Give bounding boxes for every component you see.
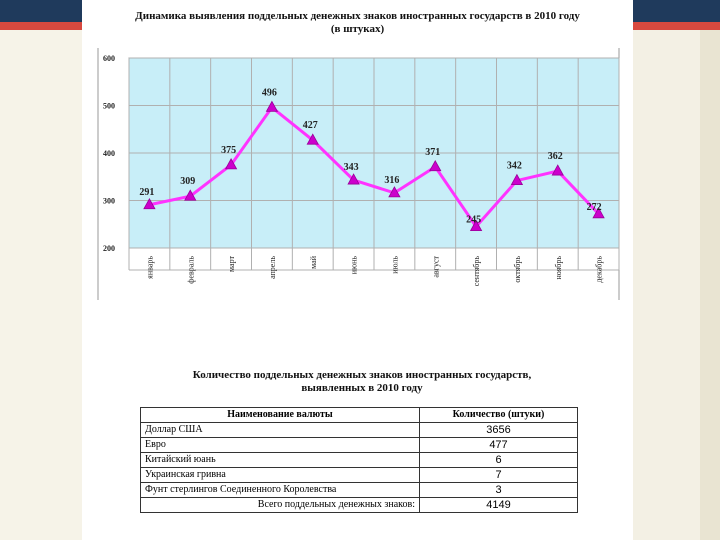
- currency-name: Евро: [140, 437, 420, 453]
- y-tick-label: 200: [103, 244, 115, 253]
- table-row: Китайский юань 6: [140, 452, 578, 468]
- currency-qty: 6: [419, 452, 578, 468]
- data-label: 309: [180, 176, 195, 187]
- slide-header-bar-left: [0, 0, 82, 22]
- chart-title-line2: (в штуках): [330, 23, 385, 35]
- x-tick-label: июль: [390, 256, 399, 274]
- header-quantity: Количество (штуки): [419, 407, 578, 423]
- x-tick-label: сентябрь: [472, 256, 481, 287]
- data-label: 427: [303, 120, 318, 131]
- data-label: 343: [344, 162, 359, 173]
- currency-qty: 3656: [419, 422, 578, 438]
- data-label: 375: [221, 145, 236, 156]
- chart-title-line1: Динамика выявления поддельных денежных з…: [135, 10, 580, 22]
- data-point-marker: [388, 186, 401, 198]
- table-title-line2: выявленных в 2010 году: [301, 382, 423, 394]
- currency-name: Фунт стерлингов Соединенного Королевства: [140, 482, 420, 498]
- x-tick-label: июнь: [350, 256, 359, 275]
- data-label: 291: [139, 187, 154, 198]
- data-label: 316: [384, 175, 399, 186]
- slide-content: Динамика выявления поддельных денежных з…: [82, 0, 633, 540]
- data-label: 496: [262, 87, 277, 98]
- table-row: Доллар США 3656: [140, 422, 578, 438]
- x-tick-label: ноябрь: [554, 256, 563, 280]
- currency-name: Доллар США: [140, 422, 420, 438]
- data-point-marker: [469, 219, 483, 232]
- data-point-marker: [224, 158, 238, 170]
- data-point-marker: [429, 159, 442, 172]
- currency-name: Китайский юань: [140, 452, 420, 468]
- series-line: [149, 105, 600, 230]
- y-tick-label: 300: [103, 197, 115, 206]
- currency-qty: 3: [419, 482, 578, 498]
- table-row: Евро 477: [140, 437, 578, 453]
- currency-table: Наименование валюты Количество (штуки) Д…: [140, 407, 578, 513]
- x-tick-label: февраль: [186, 256, 195, 284]
- x-tick-label: март: [227, 256, 236, 272]
- table-row: Украинская гривна 7: [140, 467, 578, 483]
- data-label: 342: [507, 161, 522, 172]
- data-point-marker: [306, 133, 319, 145]
- data-point-marker: [551, 164, 564, 176]
- currency-name: Украинская гривна: [140, 467, 420, 483]
- y-tick-label: 600: [103, 54, 115, 63]
- data-point-marker: [143, 197, 156, 210]
- total-label: Всего поддельных денежных знаков:: [140, 497, 420, 513]
- data-label: 362: [548, 151, 563, 162]
- total-qty: 4149: [419, 497, 578, 513]
- line-chart: 200 300 400 500 600 291 309 375 496 427 343 316 371 2…: [97, 48, 620, 300]
- x-tick-label: январь: [145, 256, 154, 279]
- data-point-marker: [265, 100, 279, 112]
- data-label: 272: [587, 202, 602, 213]
- slide-left-margin: [0, 0, 82, 540]
- slide-header-bar-right: [633, 0, 720, 22]
- header-currency: Наименование валюты: [140, 407, 420, 423]
- x-tick-label: апрель: [268, 256, 277, 279]
- slide-accent-bar-right: [633, 22, 720, 30]
- x-tick-label: май: [309, 255, 318, 269]
- data-point-marker: [184, 189, 197, 201]
- currency-qty: 477: [419, 437, 578, 453]
- data-point-marker: [592, 206, 605, 219]
- currency-qty: 7: [419, 467, 578, 483]
- x-tick-label: август: [431, 255, 440, 277]
- data-label: 245: [466, 215, 481, 226]
- data-point-marker: [347, 173, 360, 185]
- x-tick-label: декабрь: [595, 256, 604, 283]
- y-tick-label: 500: [103, 102, 115, 111]
- y-tick-label: 400: [103, 149, 115, 158]
- slide-accent-bar-left: [0, 22, 82, 30]
- data-point-marker: [510, 173, 524, 185]
- table-title-line1: Количество поддельных денежных знаков ин…: [192, 369, 532, 381]
- x-tick-label: октябрь: [513, 256, 522, 283]
- data-label: 371: [425, 147, 440, 158]
- table-row: Фунт стерлингов Соединенного Королевства…: [140, 482, 578, 498]
- slide-right-edge: [700, 30, 720, 540]
- table-header-row: Наименование валюты Количество (штуки): [140, 407, 578, 423]
- table-total-row: Всего поддельных денежных знаков: 4149: [140, 497, 578, 513]
